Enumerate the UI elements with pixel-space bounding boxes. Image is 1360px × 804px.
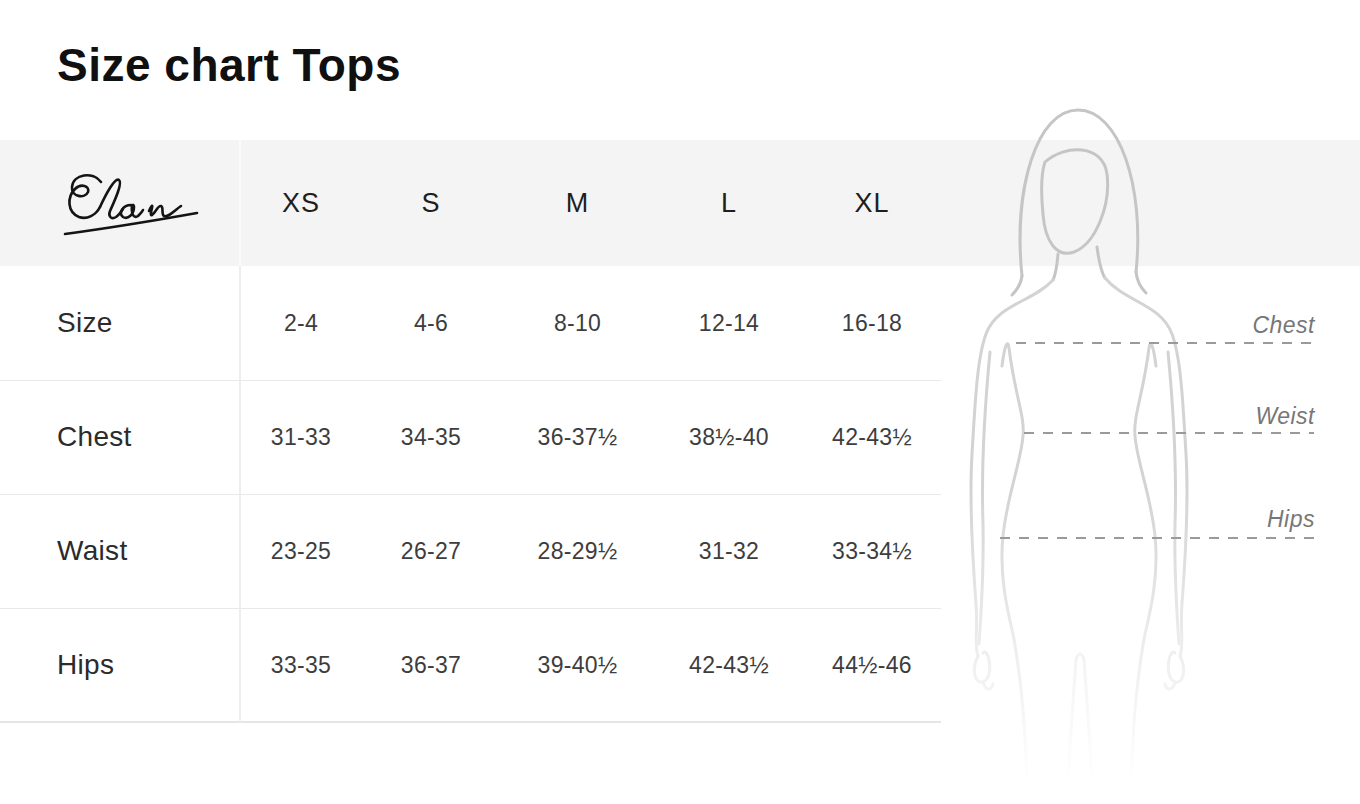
waist-xs: 23-25 bbox=[240, 494, 362, 608]
column-divider-body bbox=[239, 266, 241, 722]
hips-xs: 33-35 bbox=[240, 608, 362, 722]
size-s: 4-6 bbox=[362, 266, 500, 380]
head-hair-outline bbox=[1012, 110, 1146, 295]
row-label-size: Size bbox=[0, 266, 240, 380]
column-header-xl: XL bbox=[803, 140, 941, 266]
hips-measure-label: Hips bbox=[1100, 506, 1315, 533]
chest-xl: 42-43½ bbox=[803, 380, 941, 494]
row-separator bbox=[0, 608, 941, 609]
hips-measure-line bbox=[1000, 537, 1314, 539]
column-header-m: M bbox=[500, 140, 655, 266]
hips-xl: 44½-46 bbox=[803, 608, 941, 722]
size-l: 12-14 bbox=[655, 266, 803, 380]
legs-outline bbox=[1067, 654, 1093, 800]
body-outline-svg bbox=[945, 104, 1215, 804]
row-label-waist: Waist bbox=[0, 494, 240, 608]
waist-xl: 33-34½ bbox=[803, 494, 941, 608]
chest-s: 34-35 bbox=[362, 380, 500, 494]
column-header-xs: XS bbox=[240, 140, 362, 266]
size-xl: 16-18 bbox=[803, 266, 941, 380]
table-bottom-border bbox=[0, 721, 941, 723]
waist-l: 31-32 bbox=[655, 494, 803, 608]
brand-logo-cell bbox=[0, 140, 240, 266]
size-xs: 2-4 bbox=[240, 266, 362, 380]
size-table: XS S M L XL Size 2-4 4-6 8-10 12-14 16-1… bbox=[0, 140, 941, 722]
column-header-s: S bbox=[362, 140, 500, 266]
row-label-hips: Hips bbox=[0, 608, 240, 722]
page-title: Size chart Tops bbox=[57, 38, 401, 92]
hips-m: 39-40½ bbox=[500, 608, 655, 722]
brand-signature-logo bbox=[57, 166, 207, 246]
row-separator bbox=[0, 380, 941, 381]
waist-s: 26-27 bbox=[362, 494, 500, 608]
waist-measure-line bbox=[1024, 432, 1314, 434]
body-torso-arms-outline bbox=[971, 278, 1187, 802]
row-separator bbox=[0, 494, 941, 495]
hips-l: 42-43½ bbox=[655, 608, 803, 722]
chest-m: 36-37½ bbox=[500, 380, 655, 494]
female-body-illustration bbox=[945, 104, 1215, 804]
chest-l: 38½-40 bbox=[655, 380, 803, 494]
chest-measure-line bbox=[1016, 342, 1314, 344]
row-label-chest: Chest bbox=[0, 380, 240, 494]
waist-m: 28-29½ bbox=[500, 494, 655, 608]
waist-measure-label: Weist bbox=[1100, 403, 1315, 430]
hips-s: 36-37 bbox=[362, 608, 500, 722]
column-divider-header bbox=[239, 140, 241, 266]
column-header-l: L bbox=[655, 140, 803, 266]
chest-xs: 31-33 bbox=[240, 380, 362, 494]
chest-measure-label: Chest bbox=[1100, 312, 1315, 339]
size-m: 8-10 bbox=[500, 266, 655, 380]
